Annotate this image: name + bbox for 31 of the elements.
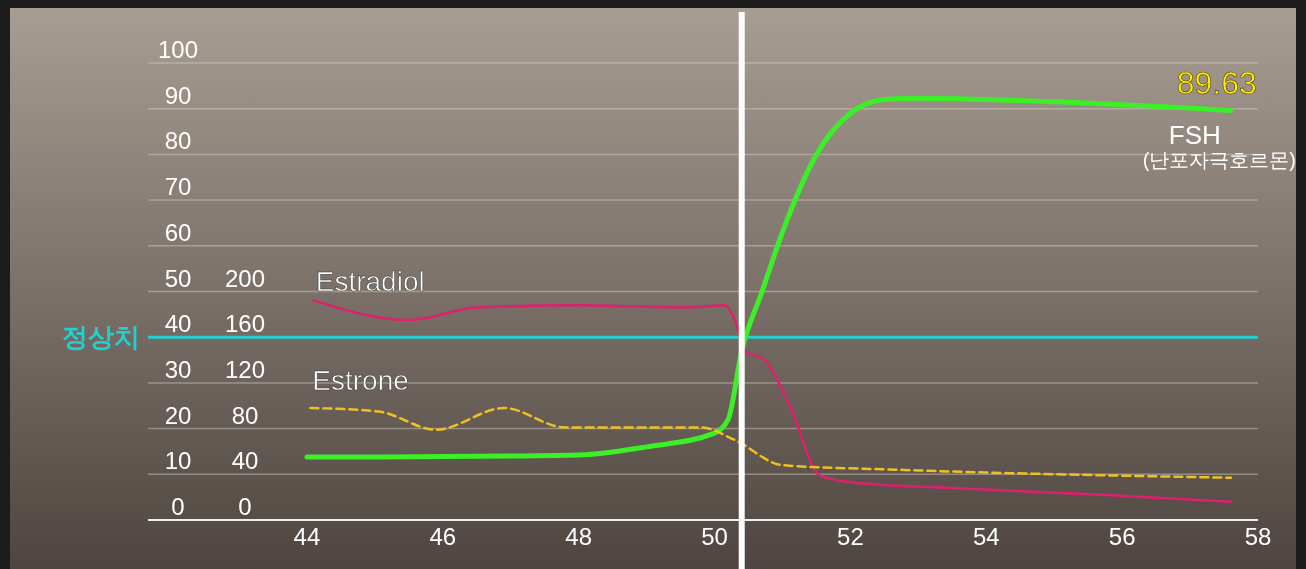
x-tick-label: 44: [293, 523, 321, 550]
x-tick-label: 58: [1244, 523, 1272, 550]
series-label: FSH: [1168, 120, 1221, 151]
y-tick-label: 90: [164, 81, 192, 109]
annotation: 89.63: [1176, 65, 1257, 102]
x-tick-label: 52: [837, 523, 864, 550]
x-tick-label: 48: [565, 523, 593, 550]
y-tick-label: 10: [164, 447, 192, 475]
y2-tick-label: 40: [231, 447, 259, 475]
x-tick-label: 46: [429, 523, 457, 550]
series-label: Estradiol: [315, 265, 425, 297]
y2-tick-label: 80: [231, 401, 259, 429]
x-tick-label: 56: [1108, 523, 1136, 550]
y-tick-label: 0: [171, 493, 185, 520]
y-tick-label: 50: [164, 264, 192, 292]
y-tick-label: 70: [164, 173, 192, 201]
y-tick-label: 40: [164, 310, 192, 338]
y2-tick-label: 160: [224, 310, 266, 338]
y-tick-label: 20: [164, 401, 192, 429]
x-tick-label: 54: [972, 523, 1000, 550]
y-tick-label: 80: [164, 127, 192, 155]
annotation: (난포자극호르몬): [1142, 149, 1296, 171]
y-tick-label: 100: [157, 36, 199, 63]
y-tick-label: 30: [164, 355, 192, 383]
y2-tick-label: 200: [224, 264, 266, 292]
ref-line-label: 정상치: [62, 322, 140, 353]
y-tick-label: 60: [164, 218, 192, 246]
y2-tick-label: 120: [224, 355, 266, 383]
y2-tick-label: 0: [238, 493, 252, 520]
x-tick-label: 50: [701, 523, 728, 550]
series-label: Estrone: [312, 365, 409, 397]
